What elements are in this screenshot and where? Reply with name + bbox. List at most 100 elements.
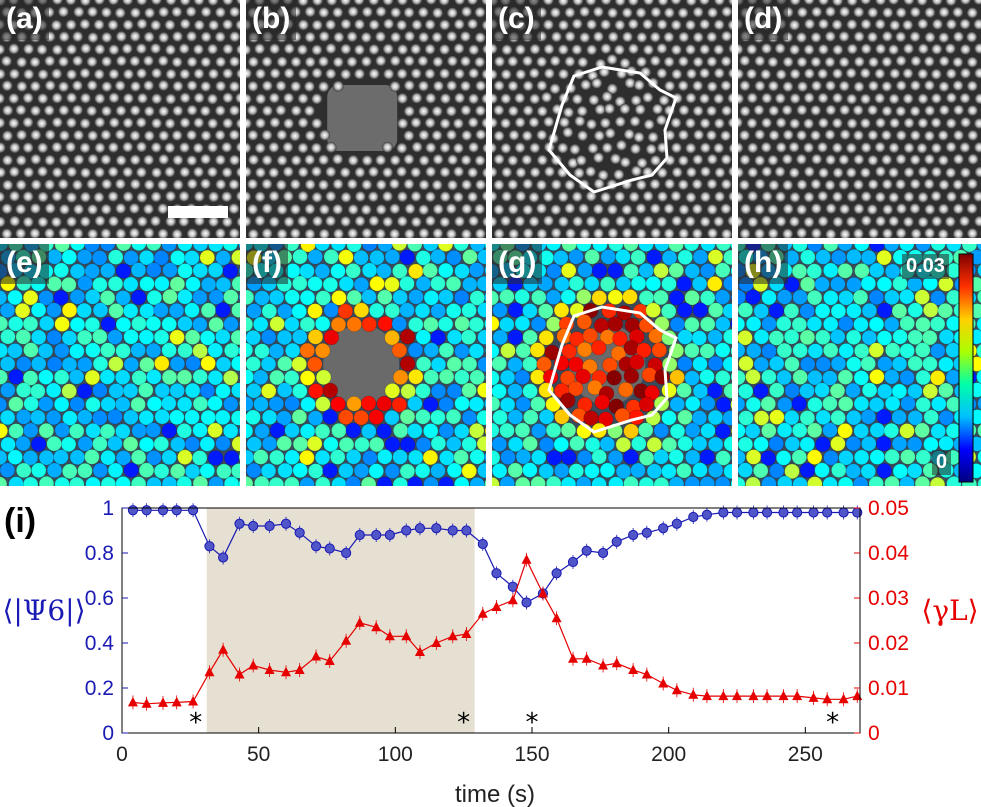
psi6-point — [294, 527, 305, 538]
psi6-point — [671, 518, 682, 529]
plot-frame — [121, 507, 861, 734]
disorder-outline — [547, 65, 678, 194]
x-tick-label: 100 — [378, 743, 413, 766]
psi6-point — [280, 518, 292, 529]
gamma-point — [792, 690, 803, 701]
panel-label-i: (i) — [4, 502, 36, 540]
psi6-point — [477, 538, 488, 550]
x-tick-label: 150 — [514, 743, 549, 766]
psi6-point — [521, 597, 532, 608]
gamma-point — [521, 554, 532, 564]
y-tick-label-left: 0.6 — [85, 587, 114, 610]
strain-map-h — [738, 244, 981, 486]
psi6-point — [354, 529, 365, 541]
gamma-point — [311, 651, 322, 661]
psi6-point — [761, 507, 773, 518]
gamma-point — [762, 690, 773, 701]
colorbar — [958, 253, 974, 483]
psi6-point — [187, 505, 199, 516]
psi6-point — [597, 547, 609, 559]
shaded-interval — [206, 508, 475, 733]
gamma-point — [248, 660, 259, 670]
gamma-point — [158, 697, 168, 707]
gamma-point — [218, 644, 229, 654]
x-tick-label: 200 — [651, 743, 686, 766]
gamma-point — [581, 653, 592, 663]
gamma-point — [537, 588, 548, 598]
gamma-point — [127, 696, 138, 707]
strain-map-f — [246, 244, 486, 486]
colorbar-min-label: 0 — [932, 450, 952, 475]
y-tick-label-left: 0.2 — [85, 677, 114, 700]
gamma-point — [188, 696, 199, 706]
gamma-point — [822, 693, 833, 704]
strain-map-e — [0, 244, 240, 486]
gamma-point — [778, 690, 789, 701]
psi6-point — [401, 525, 412, 536]
gamma-point — [507, 594, 518, 605]
psi6-point — [234, 518, 245, 529]
gamma-point — [447, 630, 458, 641]
psi6-point — [431, 523, 442, 534]
psi6-point — [324, 543, 335, 554]
psi6-point — [748, 507, 759, 518]
star-marker: * — [189, 708, 202, 738]
y-tick-label-left: 1 — [102, 497, 114, 520]
gamma-point — [234, 669, 245, 679]
gamma-point — [551, 612, 562, 623]
psi6-point — [628, 529, 639, 541]
gamma-point — [808, 692, 819, 702]
psi6-point — [581, 545, 592, 556]
gamma-point — [371, 621, 382, 632]
psi6-point — [838, 507, 849, 518]
y-axis-label-right: ⟨γL⟩ — [921, 594, 978, 627]
gamma-point — [628, 664, 639, 674]
psi6-point — [414, 523, 426, 534]
panel-f: (f) — [246, 244, 486, 486]
gamma-point — [658, 678, 669, 688]
gamma-point — [431, 637, 442, 647]
psi6-point — [384, 529, 395, 541]
gamma-point — [294, 664, 305, 674]
gamma-point — [401, 630, 412, 641]
psi6-point — [567, 556, 579, 568]
gamma-point — [477, 608, 488, 618]
psi6-point — [171, 505, 182, 516]
gamma-point — [611, 657, 622, 668]
y-tick-label-right: 0.01 — [868, 677, 909, 700]
disorder-outline-strain — [547, 305, 678, 434]
star-marker: * — [826, 708, 839, 738]
psi6-point — [141, 505, 152, 516]
psi6-point — [248, 520, 259, 532]
gamma-point — [141, 698, 152, 708]
panel-c: (c) — [492, 0, 732, 238]
x-tick-label: 0 — [116, 743, 128, 766]
gamma-point — [641, 669, 652, 679]
panel-label-c: (c) — [492, 0, 541, 40]
panel-label-g: (g) — [492, 244, 543, 284]
psi6-point — [718, 507, 729, 518]
gamma-point — [491, 601, 502, 611]
panel-d: (d) — [738, 0, 981, 238]
strain-map-g — [492, 244, 732, 486]
y-tick-label-right: 0.02 — [868, 632, 909, 655]
gamma-point — [852, 690, 863, 701]
y-tick-label-left: 0 — [102, 722, 114, 745]
gamma-point — [838, 693, 849, 704]
psi6-point — [778, 507, 789, 518]
gamma-point — [732, 690, 742, 701]
psi6-point — [551, 568, 562, 579]
panel-label-d: (d) — [738, 0, 789, 40]
chart-i: 0 50 100 150 200 250 0 0.2 0.4 0.6 0.8 1 0 0.01 0.02 0.… — [2, 497, 978, 807]
gamma-point — [204, 666, 215, 677]
y-axis-label-left: ⟨|Ψ6|⟩ — [2, 594, 85, 627]
psi6-point — [461, 525, 472, 536]
gamma-point — [671, 684, 682, 695]
psi6-point — [447, 525, 458, 536]
x-tick-label: 250 — [788, 743, 823, 766]
y-tick-label-left: 0.8 — [85, 542, 114, 565]
y-tick-label-right: 0.04 — [868, 542, 909, 565]
psi6-point — [264, 520, 275, 532]
gamma-point — [688, 689, 699, 699]
panel-label-b: (b) — [246, 0, 297, 40]
